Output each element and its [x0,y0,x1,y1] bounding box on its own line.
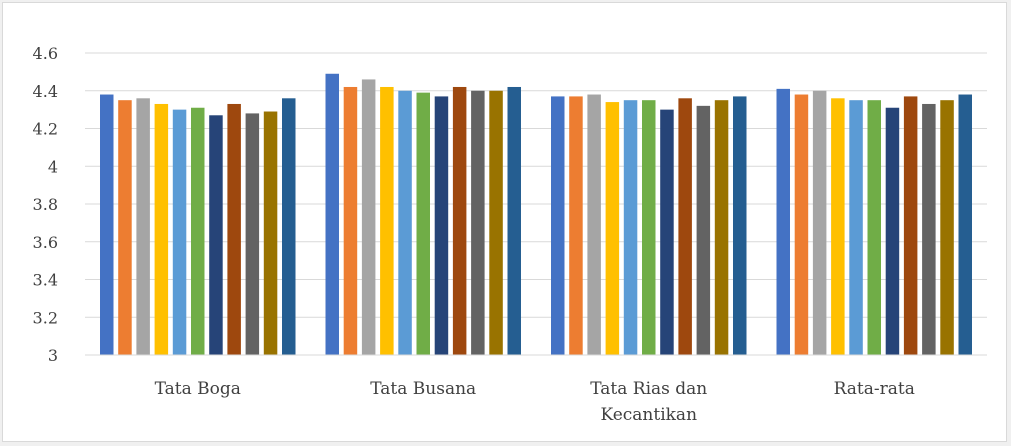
y-tick-label: 4.2 [33,120,58,139]
bar [660,109,674,355]
bar [696,105,711,355]
x-category-label: Kecantikan [600,405,697,425]
bar [922,103,936,356]
bar [282,98,296,356]
y-tick-label: 4 [48,157,58,176]
bar [551,96,565,355]
bar [903,96,918,355]
y-tick-label: 4.4 [33,82,58,101]
bar [398,90,412,355]
bar [940,100,954,355]
bar [471,90,485,355]
x-category-label: Tata Boga [155,379,241,399]
bar [380,86,394,355]
bar [958,94,972,356]
bar [489,90,503,355]
bar [209,115,223,355]
bar [794,94,809,356]
y-tick-label: 3.8 [33,195,58,214]
bar [118,100,132,355]
bar [733,96,747,355]
bar [867,100,881,355]
bar [263,111,278,355]
bar [452,86,467,355]
bar [136,98,150,356]
bar [678,98,692,356]
bar [325,73,339,355]
bar [507,86,521,355]
y-tick-label: 3.4 [33,271,58,290]
bar [100,94,114,356]
bar [434,96,449,355]
y-tick-label: 3.6 [33,233,58,252]
bar [172,109,187,355]
bar [154,103,169,356]
y-tick-label: 3.2 [33,308,58,327]
x-category-label: Rata-rata [834,379,915,399]
bar [812,90,827,355]
bar [587,94,601,356]
bar [245,113,260,356]
bar [227,103,241,356]
bar [343,86,358,355]
bar [849,100,863,355]
y-tick-label: 3 [48,346,58,365]
bar [642,100,656,355]
x-category-label: Tata Busana [370,379,476,399]
bar [776,88,790,356]
bar [361,79,376,356]
bar [831,98,845,356]
bar [885,107,900,355]
bar [714,100,729,355]
y-tick-label: 4.6 [33,44,58,63]
bar [569,96,583,355]
bar [191,107,205,355]
bar [416,92,430,355]
bar [605,102,620,355]
x-category-label: Tata Rias dan [590,379,707,399]
bar [623,100,638,355]
